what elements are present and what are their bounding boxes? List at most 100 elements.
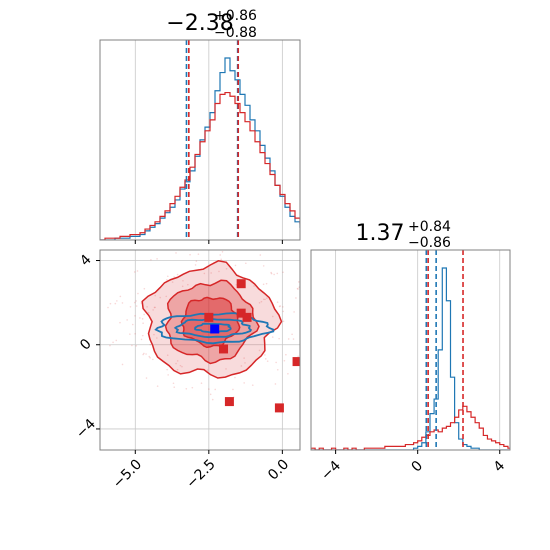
- sample-point: [159, 296, 162, 299]
- sample-point: [206, 369, 209, 372]
- sample-point: [194, 264, 197, 266]
- histogram-panel-param1: −2.38 +0.86 −0.88: [99, 8, 301, 244]
- sample-point: [173, 386, 176, 388]
- sample-point: [285, 353, 287, 356]
- sample-point: [166, 279, 168, 281]
- sample-point: [218, 270, 220, 273]
- sample-point: [276, 272, 279, 275]
- sample-point: [133, 301, 136, 304]
- sample-point: [266, 297, 268, 299]
- sample-point: [271, 336, 274, 338]
- sample-point: [214, 388, 216, 391]
- sample-point: [243, 357, 245, 359]
- sample-point: [262, 298, 265, 301]
- sample-point: [134, 315, 136, 317]
- sample-point: [156, 337, 158, 339]
- sample-point: [141, 318, 144, 320]
- title-param1: −2.38: [166, 11, 233, 36]
- sample-point: [147, 311, 150, 314]
- title-param2-value: 1.37: [356, 221, 405, 246]
- sample-point: [296, 287, 299, 290]
- title-param1-upper: +0.86: [214, 8, 257, 24]
- sample-point: [253, 285, 255, 287]
- sample-point: [145, 353, 147, 355]
- sample-point: [220, 258, 222, 261]
- sample-point: [182, 279, 184, 282]
- sample-point: [149, 343, 152, 346]
- panel-frame: [99, 39, 301, 241]
- marker-point-0: [274, 403, 284, 413]
- sample-point: [131, 344, 133, 347]
- sample-point: [225, 368, 227, 370]
- sample-point: [142, 353, 144, 356]
- sample-point: [251, 384, 254, 386]
- sample-point: [156, 258, 158, 260]
- sample-point: [181, 285, 184, 288]
- sample-point: [121, 363, 124, 366]
- sample-point: [264, 298, 266, 301]
- sample-point: [262, 283, 265, 286]
- title-param1-value: −2.38: [166, 11, 233, 36]
- sample-point: [146, 306, 148, 308]
- marker-point-0: [204, 312, 214, 322]
- sample-point: [240, 365, 243, 367]
- contour-blue-level-2: [194, 322, 232, 334]
- sample-point: [297, 288, 299, 290]
- sample-point: [141, 334, 144, 337]
- sample-point: [173, 276, 175, 278]
- sample-point: [265, 282, 268, 285]
- contour-red-level-1: [164, 279, 260, 365]
- sample-point: [154, 306, 156, 309]
- sample-point: [112, 341, 114, 344]
- sample-point: [287, 373, 289, 375]
- marker-point-1: [210, 324, 220, 334]
- sample-point: [195, 260, 198, 262]
- sample-point: [143, 352, 145, 355]
- sample-point: [115, 339, 118, 342]
- sample-point: [264, 354, 266, 356]
- sample-point: [271, 315, 274, 318]
- sample-point: [135, 345, 138, 347]
- sample-point: [287, 338, 290, 340]
- sample-point: [156, 385, 159, 387]
- sample-point: [143, 287, 146, 290]
- sample-point: [171, 281, 174, 283]
- sample-point: [133, 271, 136, 273]
- sample-point: [175, 362, 177, 365]
- sample-point: [291, 333, 293, 336]
- sample-point: [232, 388, 234, 391]
- sample-point: [270, 271, 272, 274]
- marker-point-0: [292, 357, 300, 367]
- sample-point: [137, 292, 139, 295]
- sample-point: [189, 253, 191, 256]
- sample-point: [176, 360, 179, 362]
- sample-point: [172, 382, 175, 385]
- sample-point: [197, 253, 200, 255]
- sample-point: [278, 305, 281, 308]
- sample-point: [154, 294, 157, 297]
- sample-point: [234, 264, 237, 267]
- sample-point: [143, 313, 145, 316]
- sample-point: [295, 297, 297, 299]
- sample-point: [282, 310, 285, 313]
- sample-point: [136, 270, 139, 272]
- sample-point: [264, 358, 267, 360]
- sample-point: [258, 349, 261, 352]
- sample-point: [282, 306, 284, 308]
- sample-point: [260, 300, 263, 303]
- sample-point: [282, 320, 285, 323]
- sample-point: [282, 271, 284, 274]
- sample-point: [129, 333, 131, 335]
- sample-point: [116, 300, 118, 302]
- sample-point: [152, 358, 154, 361]
- sample-point: [142, 322, 144, 325]
- sample-point: [129, 305, 132, 308]
- sample-point: [278, 337, 280, 340]
- sample-point: [273, 273, 275, 276]
- sample-point: [149, 356, 151, 359]
- sample-point: [153, 306, 156, 309]
- sample-point: [221, 251, 224, 253]
- sample-point: [166, 275, 169, 278]
